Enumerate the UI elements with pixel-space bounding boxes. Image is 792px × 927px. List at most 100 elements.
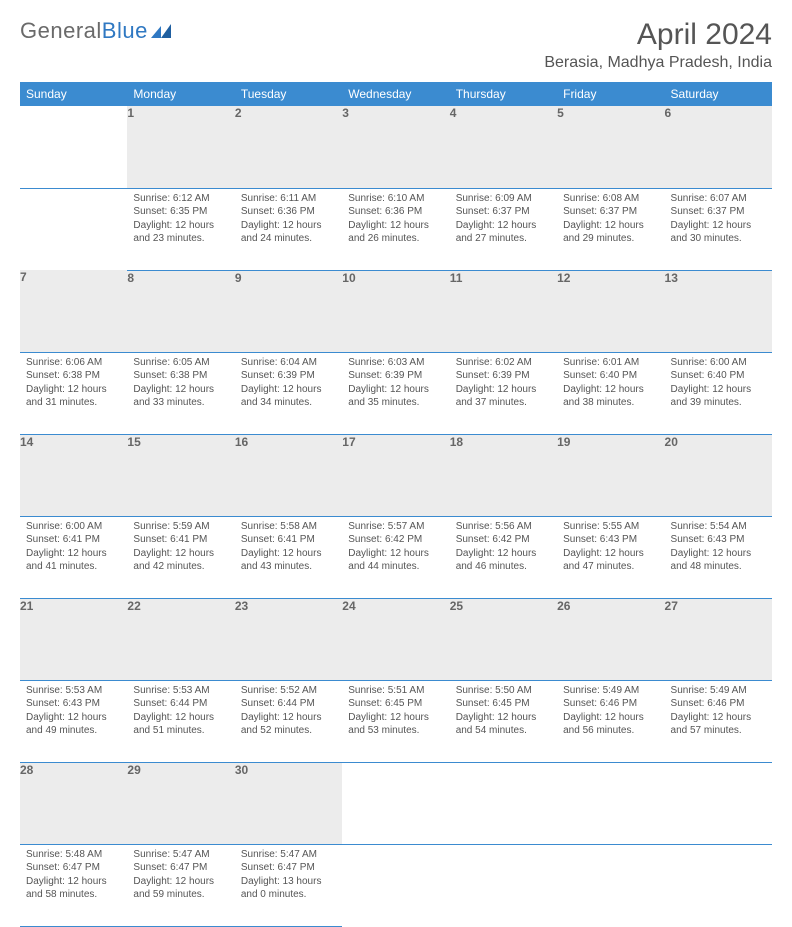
day-cell-content: Sunrise: 5:49 AMSunset: 6:46 PMDaylight:… [557, 681, 664, 744]
sunset-line: Sunset: 6:38 PM [133, 369, 228, 383]
day-number: 24 [342, 598, 449, 680]
day-cell-content: Sunrise: 6:02 AMSunset: 6:39 PMDaylight:… [450, 353, 557, 416]
daylight-line: Daylight: 12 hours and 27 minutes. [456, 219, 551, 246]
day-cell [557, 844, 664, 926]
day-cell [20, 188, 127, 270]
sunrise-line: Sunrise: 6:10 AM [348, 192, 443, 206]
day-cell-content: Sunrise: 6:12 AMSunset: 6:35 PMDaylight:… [127, 189, 234, 252]
day-cell [450, 844, 557, 926]
day-number: 29 [127, 762, 234, 844]
sunset-line: Sunset: 6:46 PM [563, 697, 658, 711]
sunset-line: Sunset: 6:39 PM [348, 369, 443, 383]
sunrise-line: Sunrise: 6:08 AM [563, 192, 658, 206]
sunrise-line: Sunrise: 6:01 AM [563, 356, 658, 370]
day-cell-content: Sunrise: 5:53 AMSunset: 6:43 PMDaylight:… [20, 681, 127, 744]
daylight-line: Daylight: 12 hours and 53 minutes. [348, 711, 443, 738]
sunset-line: Sunset: 6:36 PM [241, 205, 336, 219]
sunrise-line: Sunrise: 6:02 AM [456, 356, 551, 370]
day-number: 3 [342, 106, 449, 188]
day-cell: Sunrise: 5:52 AMSunset: 6:44 PMDaylight:… [235, 680, 342, 762]
day-cell: Sunrise: 6:09 AMSunset: 6:37 PMDaylight:… [450, 188, 557, 270]
sunset-line: Sunset: 6:39 PM [456, 369, 551, 383]
daylight-line: Daylight: 12 hours and 54 minutes. [456, 711, 551, 738]
sunrise-line: Sunrise: 5:52 AM [241, 684, 336, 698]
sunrise-line: Sunrise: 5:56 AM [456, 520, 551, 534]
day-cell: Sunrise: 6:06 AMSunset: 6:38 PMDaylight:… [20, 352, 127, 434]
day-number: 11 [450, 270, 557, 352]
day-cell: Sunrise: 5:58 AMSunset: 6:41 PMDaylight:… [235, 516, 342, 598]
daylight-line: Daylight: 12 hours and 30 minutes. [671, 219, 766, 246]
day-number: 27 [665, 598, 772, 680]
day-cell-content: Sunrise: 5:55 AMSunset: 6:43 PMDaylight:… [557, 517, 664, 580]
day-cell-content: Sunrise: 6:01 AMSunset: 6:40 PMDaylight:… [557, 353, 664, 416]
sunset-line: Sunset: 6:39 PM [241, 369, 336, 383]
daynum-row: 123456 [20, 106, 772, 188]
sunrise-line: Sunrise: 6:07 AM [671, 192, 766, 206]
day-number: 13 [665, 270, 772, 352]
sunset-line: Sunset: 6:47 PM [26, 861, 121, 875]
logo-icon [151, 24, 173, 38]
sunset-line: Sunset: 6:37 PM [563, 205, 658, 219]
daylight-line: Daylight: 12 hours and 31 minutes. [26, 383, 121, 410]
sunrise-line: Sunrise: 6:12 AM [133, 192, 228, 206]
day-cell: Sunrise: 6:10 AMSunset: 6:36 PMDaylight:… [342, 188, 449, 270]
daylight-line: Daylight: 12 hours and 46 minutes. [456, 547, 551, 574]
sunrise-line: Sunrise: 5:54 AM [671, 520, 766, 534]
day-cell: Sunrise: 6:02 AMSunset: 6:39 PMDaylight:… [450, 352, 557, 434]
daynum-row: 282930 [20, 762, 772, 844]
day-cell-content: Sunrise: 6:10 AMSunset: 6:36 PMDaylight:… [342, 189, 449, 252]
sunrise-line: Sunrise: 6:00 AM [26, 520, 121, 534]
daylight-line: Daylight: 12 hours and 29 minutes. [563, 219, 658, 246]
week-row: Sunrise: 6:06 AMSunset: 6:38 PMDaylight:… [20, 352, 772, 434]
day-cell [665, 844, 772, 926]
day-cell-content: Sunrise: 6:07 AMSunset: 6:37 PMDaylight:… [665, 189, 772, 252]
day-cell: Sunrise: 5:51 AMSunset: 6:45 PMDaylight:… [342, 680, 449, 762]
day-header: Sunday [20, 82, 127, 106]
day-cell-content: Sunrise: 6:00 AMSunset: 6:41 PMDaylight:… [20, 517, 127, 580]
day-number: 15 [127, 434, 234, 516]
logo: GeneralBlue [20, 18, 173, 44]
daylight-line: Daylight: 12 hours and 57 minutes. [671, 711, 766, 738]
day-cell: Sunrise: 5:57 AMSunset: 6:42 PMDaylight:… [342, 516, 449, 598]
day-cell: Sunrise: 5:53 AMSunset: 6:44 PMDaylight:… [127, 680, 234, 762]
sunrise-line: Sunrise: 5:49 AM [563, 684, 658, 698]
day-number: 4 [450, 106, 557, 188]
logo-text-gray: General [20, 18, 102, 44]
day-number: 23 [235, 598, 342, 680]
daylight-line: Daylight: 12 hours and 49 minutes. [26, 711, 121, 738]
sunset-line: Sunset: 6:42 PM [456, 533, 551, 547]
day-cell-content: Sunrise: 6:03 AMSunset: 6:39 PMDaylight:… [342, 353, 449, 416]
sunrise-line: Sunrise: 5:55 AM [563, 520, 658, 534]
day-cell-content: Sunrise: 6:06 AMSunset: 6:38 PMDaylight:… [20, 353, 127, 416]
day-cell: Sunrise: 6:05 AMSunset: 6:38 PMDaylight:… [127, 352, 234, 434]
day-cell: Sunrise: 6:03 AMSunset: 6:39 PMDaylight:… [342, 352, 449, 434]
day-cell: Sunrise: 5:54 AMSunset: 6:43 PMDaylight:… [665, 516, 772, 598]
sunrise-line: Sunrise: 5:47 AM [133, 848, 228, 862]
day-number: 12 [557, 270, 664, 352]
day-number [557, 762, 664, 844]
sunset-line: Sunset: 6:35 PM [133, 205, 228, 219]
sunset-line: Sunset: 6:43 PM [671, 533, 766, 547]
daynum-row: 14151617181920 [20, 434, 772, 516]
sunset-line: Sunset: 6:47 PM [241, 861, 336, 875]
day-number: 22 [127, 598, 234, 680]
day-number: 16 [235, 434, 342, 516]
day-cell [342, 844, 449, 926]
day-cell-content: Sunrise: 5:56 AMSunset: 6:42 PMDaylight:… [450, 517, 557, 580]
sunset-line: Sunset: 6:41 PM [26, 533, 121, 547]
title-block: April 2024 Berasia, Madhya Pradesh, Indi… [544, 18, 772, 72]
day-cell: Sunrise: 5:59 AMSunset: 6:41 PMDaylight:… [127, 516, 234, 598]
sunset-line: Sunset: 6:38 PM [26, 369, 121, 383]
day-cell: Sunrise: 6:11 AMSunset: 6:36 PMDaylight:… [235, 188, 342, 270]
day-cell-content: Sunrise: 5:47 AMSunset: 6:47 PMDaylight:… [235, 845, 342, 908]
sunset-line: Sunset: 6:45 PM [456, 697, 551, 711]
day-cell: Sunrise: 5:56 AMSunset: 6:42 PMDaylight:… [450, 516, 557, 598]
day-cell-content: Sunrise: 6:04 AMSunset: 6:39 PMDaylight:… [235, 353, 342, 416]
sunrise-line: Sunrise: 5:59 AM [133, 520, 228, 534]
sunrise-line: Sunrise: 5:53 AM [26, 684, 121, 698]
day-cell: Sunrise: 5:50 AMSunset: 6:45 PMDaylight:… [450, 680, 557, 762]
daylight-line: Daylight: 12 hours and 37 minutes. [456, 383, 551, 410]
day-cell: Sunrise: 6:07 AMSunset: 6:37 PMDaylight:… [665, 188, 772, 270]
location: Berasia, Madhya Pradesh, India [544, 54, 772, 72]
day-number [342, 762, 449, 844]
